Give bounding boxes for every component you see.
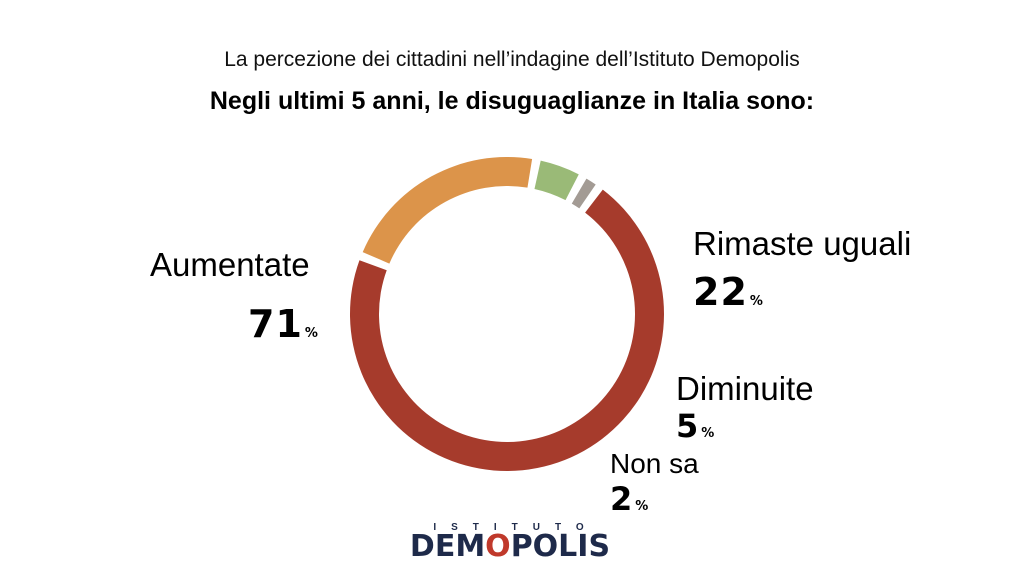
logo-part-o: O [485,529,511,564]
value-aumentate-number: 71 [248,302,303,346]
value-rimaste-number: 22 [693,270,748,314]
value-nonsa-number: 2 [610,480,634,518]
logo-part-a: DEM [409,529,486,564]
value-rimaste-unit: % [749,294,763,309]
label-aumentate: Aumentate [150,246,310,283]
value-diminuite-unit: % [701,426,715,441]
donut-slice-diminuite [534,160,579,201]
donut-slice-non-sa [571,178,596,209]
chart-title: Negli ultimi 5 anni, le disuguaglianze i… [209,87,815,115]
demopolis-logo: ISTITUTO DEMOPOLIS [404,522,616,562]
value-aumentate: 71% [248,305,318,343]
chart-subtitle: La percezione dei cittadini nell’indagin… [224,48,800,71]
value-nonsa-unit: % [635,499,649,514]
label-rimaste-uguali: Rimaste uguali [693,225,912,262]
value-rimaste-uguali: 22% [693,273,763,311]
value-aumentate-unit: % [304,326,318,341]
donut-slice-rimaste-uguali [362,157,533,264]
label-non-sa: Non sa [610,448,699,479]
value-non-sa: 2% [610,483,648,515]
label-diminuite: Diminuite [676,370,814,407]
value-diminuite: 5% [676,410,714,442]
logo-demopolis: DEMOPOLIS [404,532,616,562]
value-diminuite-number: 5 [676,407,700,445]
logo-part-b: POLIS [510,529,611,564]
logo-istituto: ISTITUTO [433,522,599,533]
